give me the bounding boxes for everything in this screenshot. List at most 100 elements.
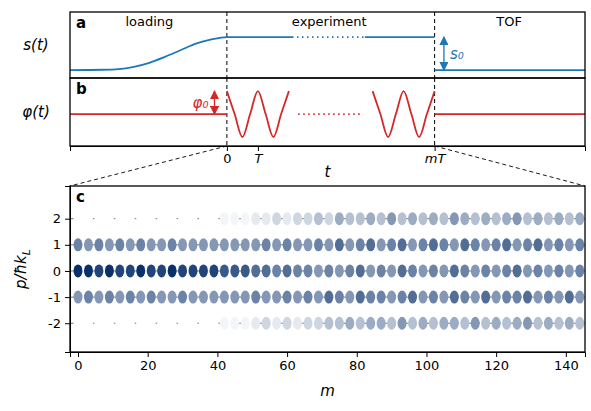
heatmap-cell bbox=[356, 264, 365, 277]
heatmap-cell bbox=[136, 264, 145, 277]
heatmap-cell bbox=[220, 291, 229, 304]
heatmap-cell bbox=[471, 238, 480, 251]
tick-mark bbox=[65, 245, 70, 246]
heatmap-cell bbox=[523, 212, 532, 225]
heatmap-cell bbox=[502, 238, 511, 251]
heatmap-cell bbox=[460, 212, 469, 225]
heatmap-cell bbox=[272, 291, 281, 304]
heatmap-cell bbox=[533, 264, 542, 277]
tick: 1 bbox=[53, 237, 70, 252]
heatmap-cell bbox=[439, 291, 448, 304]
tick-mark bbox=[287, 352, 288, 357]
heatmap-cell bbox=[168, 212, 177, 225]
heatmap-cell bbox=[84, 317, 93, 330]
plot-area bbox=[70, 91, 585, 137]
tick-mark bbox=[65, 323, 70, 324]
axis: 210-1-2 bbox=[48, 187, 70, 353]
heatmap-cell bbox=[314, 264, 323, 277]
heatmap-cell bbox=[220, 264, 229, 277]
heatmap-cell bbox=[178, 212, 187, 225]
heatmap-cell bbox=[283, 238, 292, 251]
tick-label: T bbox=[254, 151, 263, 166]
tick-label: 2 bbox=[53, 211, 61, 226]
heatmap-cell bbox=[377, 212, 386, 225]
heatmap-cell bbox=[544, 238, 553, 251]
heatmap-cell bbox=[251, 291, 260, 304]
tick-mark bbox=[65, 219, 70, 220]
heatmap-cell bbox=[471, 264, 480, 277]
heatmap-cell bbox=[429, 212, 438, 225]
heatmap-cell bbox=[157, 264, 166, 277]
heatmap-cell bbox=[575, 264, 584, 277]
tick-label: 100 bbox=[415, 358, 440, 373]
tick-mark bbox=[65, 297, 70, 298]
x-axis-title: m bbox=[320, 382, 335, 400]
marker-line bbox=[434, 78, 435, 146]
heatmap-cell bbox=[366, 264, 375, 277]
heatmap-cell bbox=[84, 238, 93, 251]
annotation: experiment bbox=[292, 14, 367, 29]
heatmap-cell bbox=[533, 291, 542, 304]
heatmap-cell bbox=[147, 212, 156, 225]
heatmap-cell bbox=[293, 212, 302, 225]
heatmap-cell bbox=[377, 238, 386, 251]
tick-label: 0 bbox=[74, 358, 82, 373]
heatmap-cell bbox=[439, 212, 448, 225]
heatmap-cell bbox=[408, 238, 417, 251]
heatmap-cell bbox=[74, 264, 83, 277]
heatmap-cell bbox=[575, 212, 584, 225]
heatmap-cell bbox=[209, 212, 218, 225]
heatmap-cell bbox=[293, 264, 302, 277]
heatmap-cell bbox=[471, 212, 480, 225]
heatmap-cell bbox=[418, 291, 427, 304]
annotation: s₀ bbox=[450, 45, 464, 63]
axis: 020406080100120140 bbox=[71, 352, 586, 373]
y-axis-title: p/ħkL bbox=[12, 249, 33, 290]
heatmap-cell bbox=[314, 291, 323, 304]
heatmap-cell bbox=[136, 238, 145, 251]
heatmap-cell bbox=[481, 238, 490, 251]
heatmap-cell bbox=[492, 212, 501, 225]
heatmap-cell bbox=[314, 317, 323, 330]
plot-area bbox=[70, 37, 585, 70]
heatmap-cell bbox=[418, 238, 427, 251]
heatmap-cell bbox=[199, 264, 208, 277]
tick-label: 0 bbox=[53, 264, 61, 279]
panel: 020406080100120140210-1-2cmp/ħkL bbox=[12, 186, 586, 400]
zoom-line bbox=[70, 146, 227, 186]
heatmap-cell bbox=[126, 238, 135, 251]
heatmap-cell bbox=[303, 212, 312, 225]
figure: as(t)loadingexperimentTOFs₀bφ(t)φ₀0TmTt0… bbox=[0, 0, 591, 411]
heatmap-cell bbox=[241, 317, 250, 330]
heatmap-cell bbox=[136, 317, 145, 330]
heatmap-cell bbox=[293, 317, 302, 330]
heatmap-cell bbox=[189, 212, 198, 225]
heatmap-cell bbox=[356, 212, 365, 225]
heatmap-cell bbox=[199, 317, 208, 330]
heatmap-cell bbox=[481, 291, 490, 304]
heatmap-cell bbox=[408, 317, 417, 330]
tick-label: 80 bbox=[349, 358, 366, 373]
heatmap-cell bbox=[168, 317, 177, 330]
heatmap-cell bbox=[366, 212, 375, 225]
heatmap-cell bbox=[115, 317, 124, 330]
heatmap-cell bbox=[377, 291, 386, 304]
heatmap-cell bbox=[533, 212, 542, 225]
tick-mark bbox=[217, 352, 218, 357]
heatmap-cell bbox=[324, 238, 333, 251]
heatmap-cell bbox=[303, 317, 312, 330]
heatmap-cell bbox=[513, 317, 522, 330]
panel: bφ(t)φ₀0TmTt bbox=[22, 78, 585, 181]
heatmap-cell bbox=[136, 291, 145, 304]
axis-line bbox=[71, 147, 586, 152]
heatmap-cell bbox=[377, 317, 386, 330]
marker-line bbox=[226, 12, 227, 78]
heatmap-cell bbox=[418, 264, 427, 277]
tick-mark bbox=[496, 352, 497, 357]
heatmap-cell bbox=[241, 291, 250, 304]
plot-area bbox=[74, 212, 585, 330]
heatmap-cell bbox=[523, 317, 532, 330]
heatmap-cell bbox=[230, 212, 239, 225]
heatmap-cell bbox=[262, 291, 271, 304]
heatmap-cell bbox=[554, 264, 563, 277]
